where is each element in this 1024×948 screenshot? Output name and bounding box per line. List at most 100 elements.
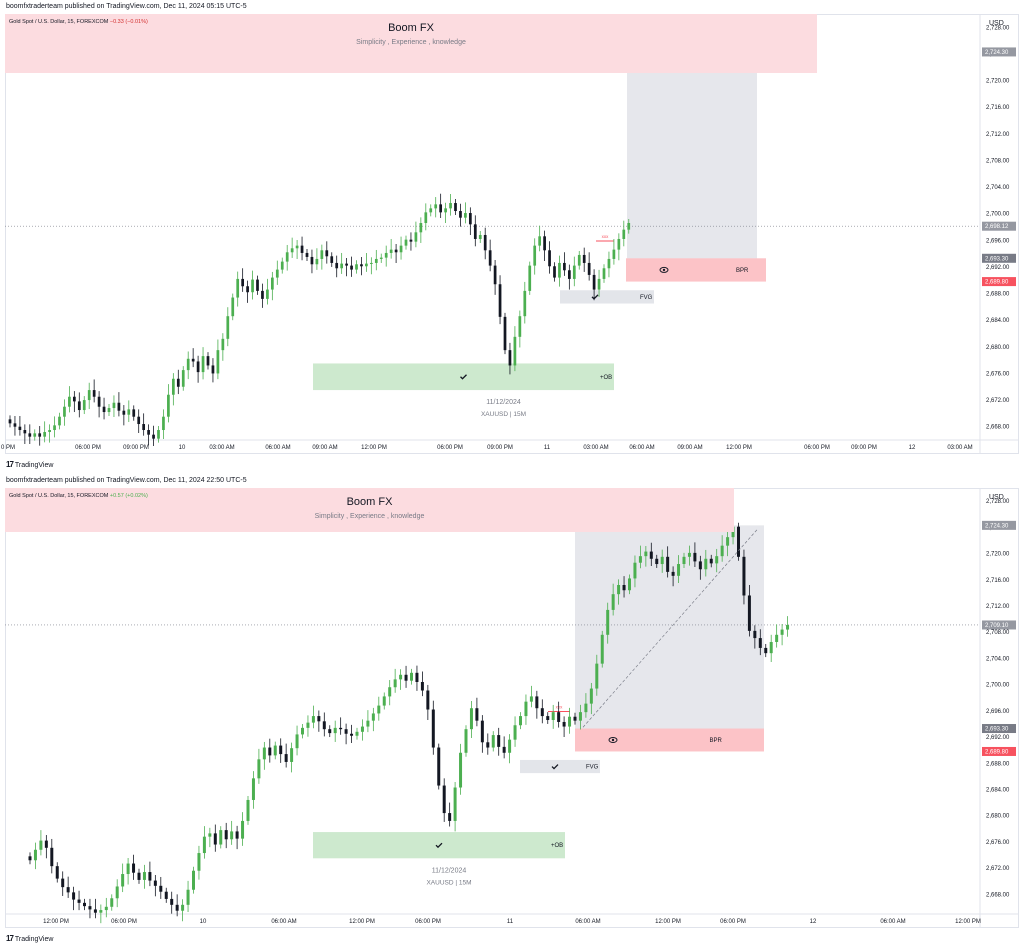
tradingview-logo: 17 TradingView [6,934,54,943]
candle-body [48,430,51,433]
candle-body [503,316,507,351]
fvg-zone [560,290,654,304]
y-tick-label: 2,696.00 [986,238,1010,244]
price-tag [982,520,1016,530]
candle-body [567,270,571,279]
candle-body [720,545,724,557]
candle-body [216,350,220,374]
x-tick-label: 06:00 AM [575,919,600,925]
candle-body [148,872,152,881]
y-tick-label: 2,720.00 [986,79,1010,85]
watermark-symbol: XAUUSD | 15M [481,411,526,418]
x-tick-label: 06:00 AM [880,919,905,925]
symbol-name: Gold Spot / U.S. Dollar, 15, FOREXCOM [9,19,109,25]
ob-label: +OB [551,843,563,849]
candle-body [606,609,610,635]
candle-body [300,245,304,253]
candle-body [573,716,577,721]
candle-body [404,239,408,246]
price-tag-label: 2,693.30 [985,256,1009,262]
candle-body [558,262,561,278]
symbol-legend[interactable]: Gold Spot / U.S. Dollar, 15, FOREXCOM +0… [9,493,148,499]
candle-body [483,234,487,251]
candle-body [206,356,210,366]
candle-body [320,250,324,259]
candle-body [18,426,22,431]
fvg-label: FVG [586,765,599,771]
candle-body [513,725,517,740]
candle-body [644,551,648,557]
candle-body [132,863,136,873]
candle-body [181,370,185,387]
chart-panel-1: boomfxtraderteam published on TradingVie… [0,0,1024,474]
candle-body [384,252,388,258]
candle-body [478,234,482,239]
candle-body [758,638,762,648]
candle-body [493,265,497,285]
candle-body [211,365,215,374]
candle-body [459,211,462,218]
price-tag [982,221,1016,231]
candle-body [704,558,708,570]
candle-body [99,910,103,913]
candle-body [176,378,180,387]
candle-body [617,584,621,595]
candle-body [682,556,686,565]
candle-body [43,432,47,437]
candle-body [28,433,32,437]
sweep-label: xxx [602,234,610,239]
candle-body [132,409,136,417]
currency-label[interactable]: USD [989,20,1004,27]
checkmark-icon [460,374,467,380]
candle-body [261,290,264,299]
currency-label[interactable]: USD [989,494,1004,501]
candle-body [369,262,373,264]
candle-body [693,552,697,562]
x-tick-label: 09:00 AM [312,445,337,451]
x-tick-label: 12:00 PM [726,445,752,451]
price-tag-label: 2,698.12 [985,224,1009,230]
candle-body [414,232,418,242]
y-tick-label: 2,696.00 [986,709,1010,715]
chart-frame[interactable] [5,488,1019,928]
candle-body [562,721,566,727]
candle-body [306,722,310,728]
eye-icon [608,736,618,743]
x-tick-label: 06:00 PM [111,919,137,925]
y-tick-label: 2,704.00 [986,656,1010,662]
y-tick-label: 2,668.00 [986,892,1010,898]
candle-body [280,261,284,270]
candle-body [305,252,309,257]
price-tag [982,620,1016,630]
candle-body [221,338,225,351]
candle-body [279,745,283,755]
x-tick-label: 03:00 AM [209,445,234,451]
price-tag [982,47,1016,57]
price-change: +0.57 (+0.02%) [109,493,148,499]
candle-body [344,729,348,734]
candle-body [409,239,413,242]
y-tick-label: 2,680.00 [986,345,1010,351]
price-tag [982,724,1016,734]
banner-subtitle: Simplicity , Experience , knowledge [314,513,425,520]
projection-line [582,528,759,728]
bpr-label: BPR [736,268,749,274]
candle-body [153,880,157,886]
symbol-legend[interactable]: Gold Spot / U.S. Dollar, 15, FOREXCOM −0… [9,19,148,25]
y-tick-label: 2,692.00 [986,265,1010,271]
y-tick-label: 2,688.00 [986,292,1010,298]
candle-body [508,350,512,366]
candle-body [410,672,413,681]
candle-body [61,878,65,888]
candle-body [192,870,195,890]
y-tick-label: 2,676.00 [986,840,1010,846]
candle-body [698,561,702,570]
candle-body [747,595,751,631]
candle-body [28,856,32,861]
price-chart[interactable]: +OB FVG BPR xxx 11/12/2024 XAUUSD | 15M 2,668.… [0,0,1024,474]
candle-body [58,416,61,426]
candle-body [167,394,170,417]
y-tick-label: 2,708.00 [986,630,1010,636]
price-chart[interactable]: +OB FVG BPR xxx 11/12/2024 XAUUSD | 15M 2,668.… [0,474,1024,948]
price-tag [982,253,1016,263]
